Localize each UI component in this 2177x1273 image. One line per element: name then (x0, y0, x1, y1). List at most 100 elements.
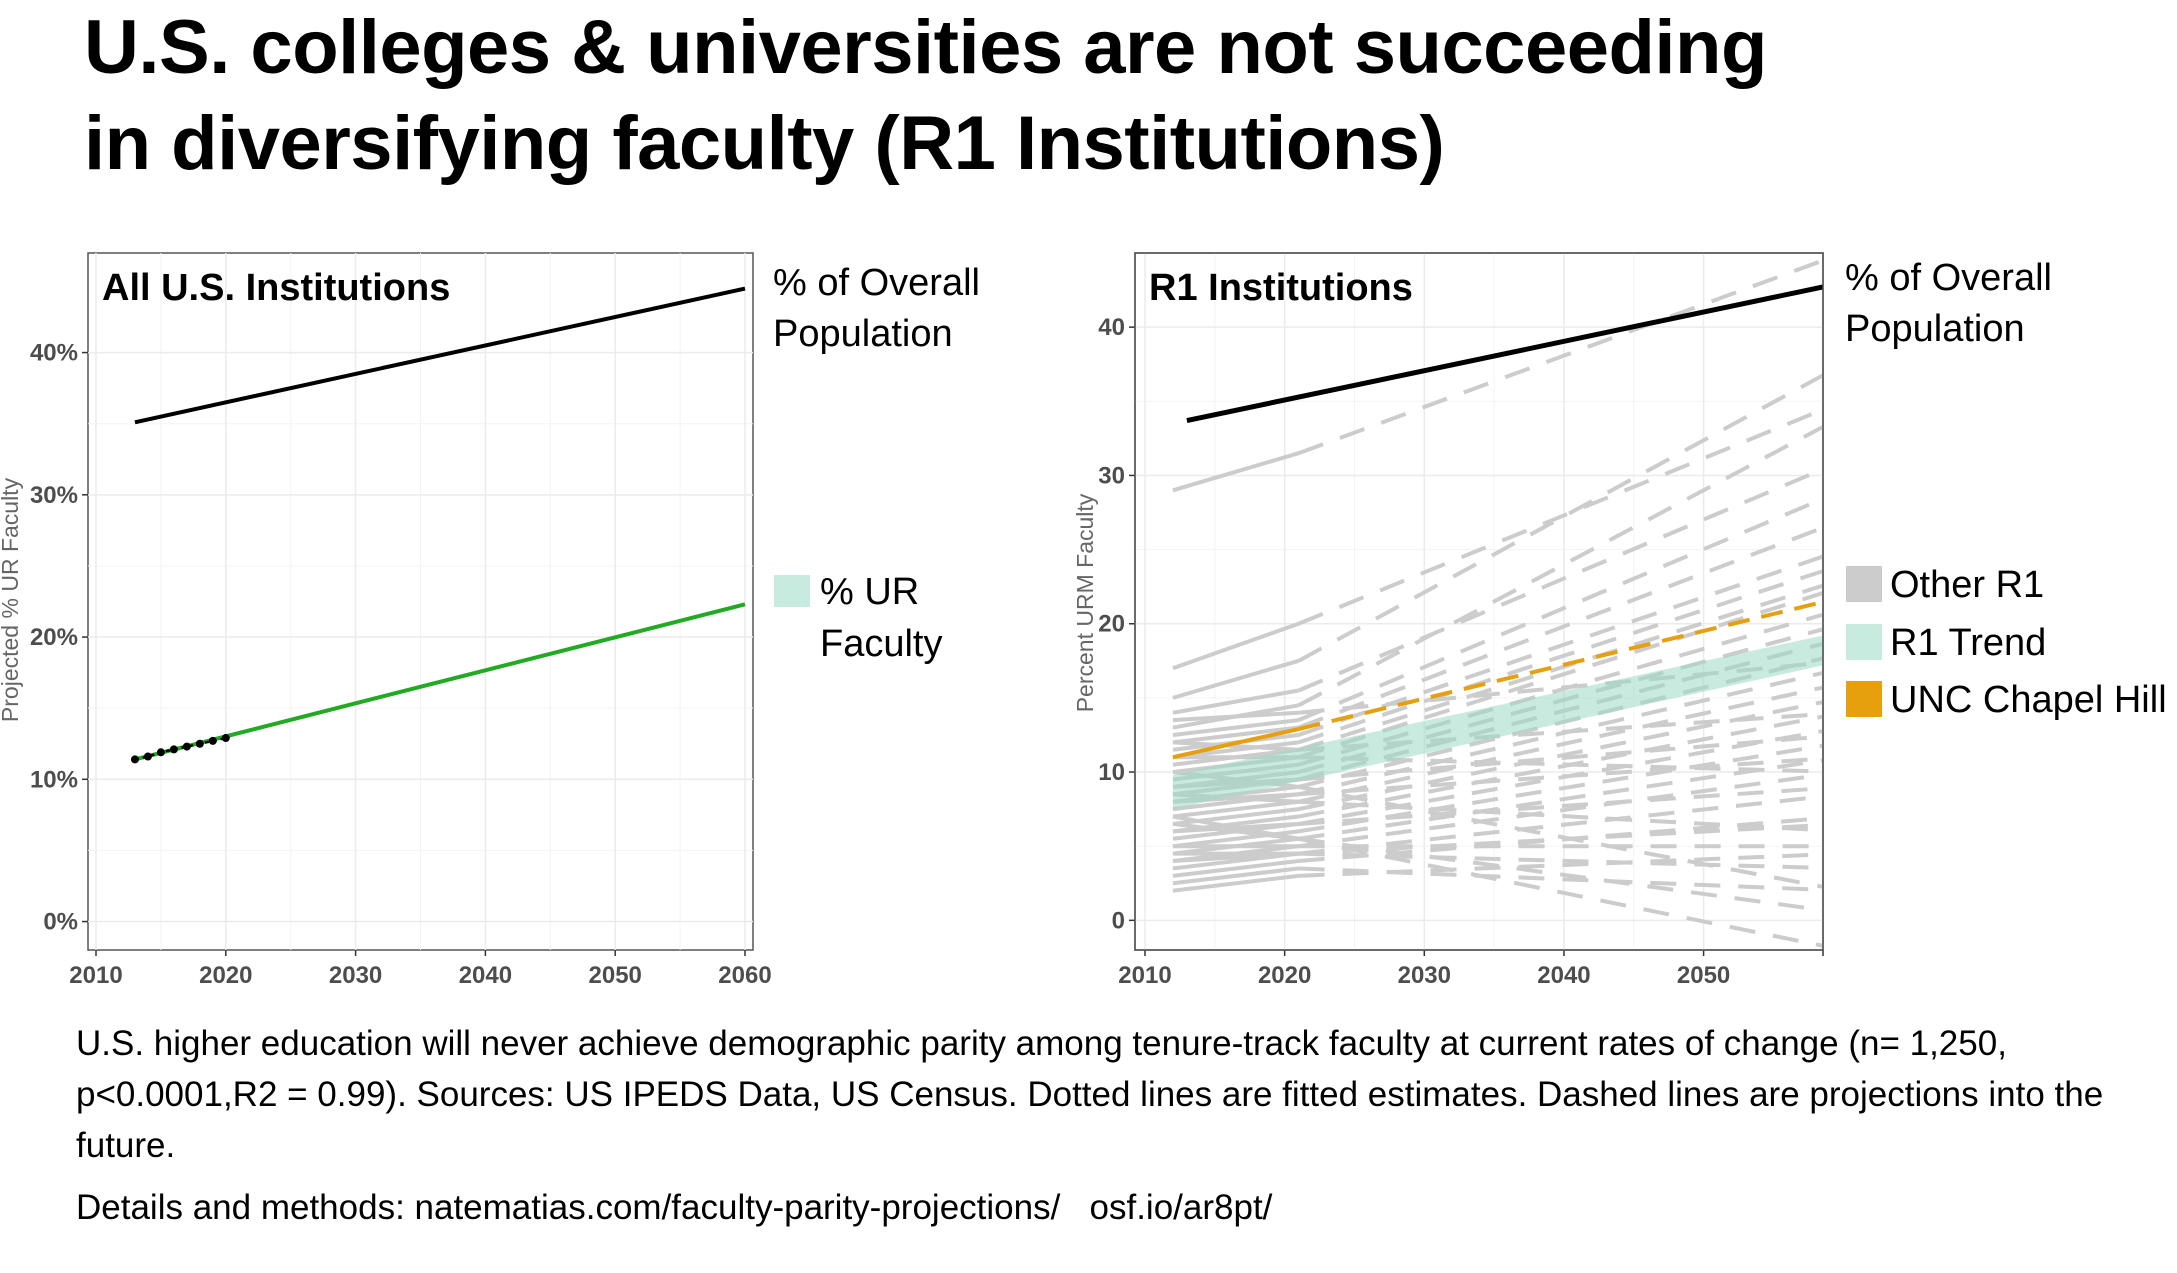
left-fitted-point (156, 748, 165, 757)
unc-projected-line (1298, 599, 1823, 731)
details-link-spacer (1060, 1188, 1089, 1227)
other-r1-observed-line (1172, 710, 1299, 723)
legend-r1-overall-population-line2: Population (1845, 308, 2025, 350)
other-r1-projected-line (1298, 799, 1823, 833)
right-y-tick-label: 10 (1098, 759, 1125, 786)
legend-other-r1-label: Other R1 (1890, 564, 2044, 606)
left-x-tick-label: 2010 (69, 962, 122, 989)
right-x-tick-label: 2030 (1398, 962, 1451, 989)
right-panel-frame (1134, 252, 1824, 951)
other-r1-projected-line (1298, 836, 1823, 948)
other-r1-projected-line (1297, 525, 1823, 730)
right-y-tick-label: 20 (1098, 611, 1125, 638)
other-r1-projected-line (1297, 258, 1823, 456)
other-r1-observed-line (1172, 718, 1299, 737)
other-r1-observed-line (1172, 740, 1299, 752)
left-fitted-point (130, 755, 139, 764)
legend-ur-faculty-line2: Faculty (820, 623, 942, 665)
caption: U.S. higher education will never achieve… (76, 1018, 2166, 1171)
left-fitted-point (208, 736, 217, 745)
left-ur-faculty-line (134, 602, 746, 762)
other-r1-projected-line (1298, 772, 1823, 849)
chart-title: U.S. colleges & universities are not suc… (84, 0, 1767, 192)
legend-overall-population-line2: Population (773, 313, 953, 355)
left-population-line (134, 286, 746, 425)
other-r1-observed-line (1172, 873, 1299, 893)
panel-all-institutions-grid (88, 253, 753, 950)
left-fitted-point (169, 745, 178, 754)
charts-figure: 0%10%20%30%40% 2010 2020 2030 2040 2050 2060 … (0, 252, 2167, 989)
other-r1-observed-line (1172, 621, 1300, 671)
left-y-tick-label: 0% (43, 909, 78, 936)
other-r1-observed-line (1172, 866, 1299, 886)
other-r1-observed-line (1172, 740, 1299, 760)
details-line: Details and methods: natematias.com/facu… (76, 1182, 1272, 1233)
right-y-tick-label: 30 (1098, 462, 1125, 489)
other-r1-projected-line (1297, 407, 1823, 626)
left-y-tick-label: 40% (30, 340, 78, 367)
left-fitted-point (195, 739, 204, 748)
right-y-tick-label: 40 (1098, 314, 1125, 341)
other-r1-projected-line (1297, 424, 1823, 708)
legend-r1-trend-label: R1 Trend (1890, 622, 2046, 664)
right-population-line (1186, 284, 1823, 424)
unc-observed-line (1172, 727, 1300, 760)
left-x-tick-label: 2030 (329, 962, 382, 989)
other-r1-projected-line (1297, 496, 1823, 722)
panel-r1-institutions-x-ticks: 2010 2020 2030 2040 2050 (1118, 950, 1824, 989)
right-y-tick-label: 0 (1112, 907, 1125, 934)
left-fitted-point (221, 734, 230, 743)
panel-all-institutions: 0%10%20%30%40% 2010 2020 2030 2040 2050 2060 … (0, 252, 980, 989)
other-r1-observed-line (1172, 821, 1299, 834)
left-y-tick-label: 20% (30, 624, 78, 651)
panel-all-institutions-series (130, 286, 746, 764)
panel-all-institutions-title: All U.S. Institutions (102, 267, 450, 309)
left-y-tick-label: 30% (30, 482, 78, 509)
legend-ur-faculty-line1: % UR (820, 571, 919, 613)
other-r1-projected-line (1298, 794, 1823, 856)
other-r1-projected-line (1298, 836, 1823, 913)
panel-r1-institutions-y-ticks: 0 10 20 30 40 (1098, 314, 1135, 934)
other-r1-observed-line (1172, 851, 1299, 864)
panel-r1-institutions-title: R1 Institutions (1149, 267, 1413, 309)
other-r1-projected-line (1298, 685, 1823, 804)
other-r1-projected-line (1297, 568, 1823, 745)
right-x-tick-label: 2040 (1537, 962, 1590, 989)
chart-title-line-2: in diversifying faculty (R1 Institutions… (84, 101, 1445, 186)
legend-unc-chapel-hill-swatch (1846, 681, 1882, 717)
r1-trend-band (1172, 635, 1823, 810)
left-x-tick-label: 2040 (459, 962, 512, 989)
other-r1-observed-line (1172, 688, 1299, 715)
legend-unc-chapel-hill-label: UNC Chapel Hill (1890, 679, 2167, 721)
legend-r1-overall-population-line1: % of Overall (1845, 257, 2052, 299)
other-r1-projected-line (1298, 852, 1823, 878)
panel-r1-institutions-series (1172, 258, 1823, 948)
chart-title-line-1: U.S. colleges & universities are not suc… (84, 5, 1767, 90)
legend-ur-faculty-swatch (774, 575, 810, 607)
left-x-tick-label: 2050 (589, 962, 642, 989)
legend-overall-population-line1: % of Overall (773, 262, 980, 304)
left-x-tick-label: 2020 (199, 962, 252, 989)
other-r1-observed-line (1172, 725, 1299, 745)
other-r1-projected-line (1298, 823, 1823, 856)
other-r1-observed-line (1172, 451, 1300, 493)
panel-r1-institutions-y-axis-label: Percent URM Faculty (1072, 493, 1098, 712)
left-y-tick-label: 10% (30, 766, 78, 793)
other-r1-projected-line (1297, 466, 1823, 693)
other-r1-projected-line (1298, 786, 1823, 826)
details-label: Details and methods: (76, 1188, 415, 1227)
left-fitted-point (182, 742, 191, 751)
other-r1-observed-line (1172, 859, 1299, 878)
other-r1-observed-line (1172, 799, 1299, 819)
other-r1-projected-line (1298, 756, 1823, 797)
legend-other-r1-swatch (1846, 566, 1882, 602)
right-x-tick-label: 2020 (1258, 962, 1311, 989)
left-fitted-point (143, 752, 152, 761)
legend-r1-trend-swatch (1846, 624, 1882, 660)
left-x-tick-label: 2060 (718, 962, 771, 989)
details-link-osf[interactable]: osf.io/ar8pt/ (1089, 1188, 1273, 1227)
caption-text: U.S. higher education will never achieve… (76, 1024, 2104, 1165)
details-link-faculty-parity[interactable]: natematias.com/faculty-parity-projection… (414, 1188, 1061, 1227)
other-r1-projected-line (1298, 699, 1823, 812)
